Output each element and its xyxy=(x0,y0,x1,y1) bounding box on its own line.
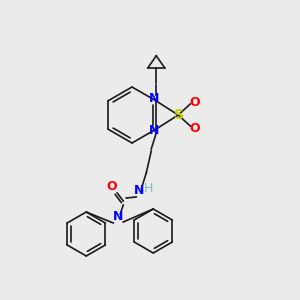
Text: N: N xyxy=(134,184,144,197)
Text: O: O xyxy=(106,181,117,194)
Text: O: O xyxy=(189,95,200,109)
Text: N: N xyxy=(149,124,159,137)
Text: N: N xyxy=(113,211,123,224)
Text: O: O xyxy=(189,122,200,134)
Text: S: S xyxy=(174,108,184,122)
Text: N: N xyxy=(149,92,159,106)
Text: H: H xyxy=(144,182,153,196)
